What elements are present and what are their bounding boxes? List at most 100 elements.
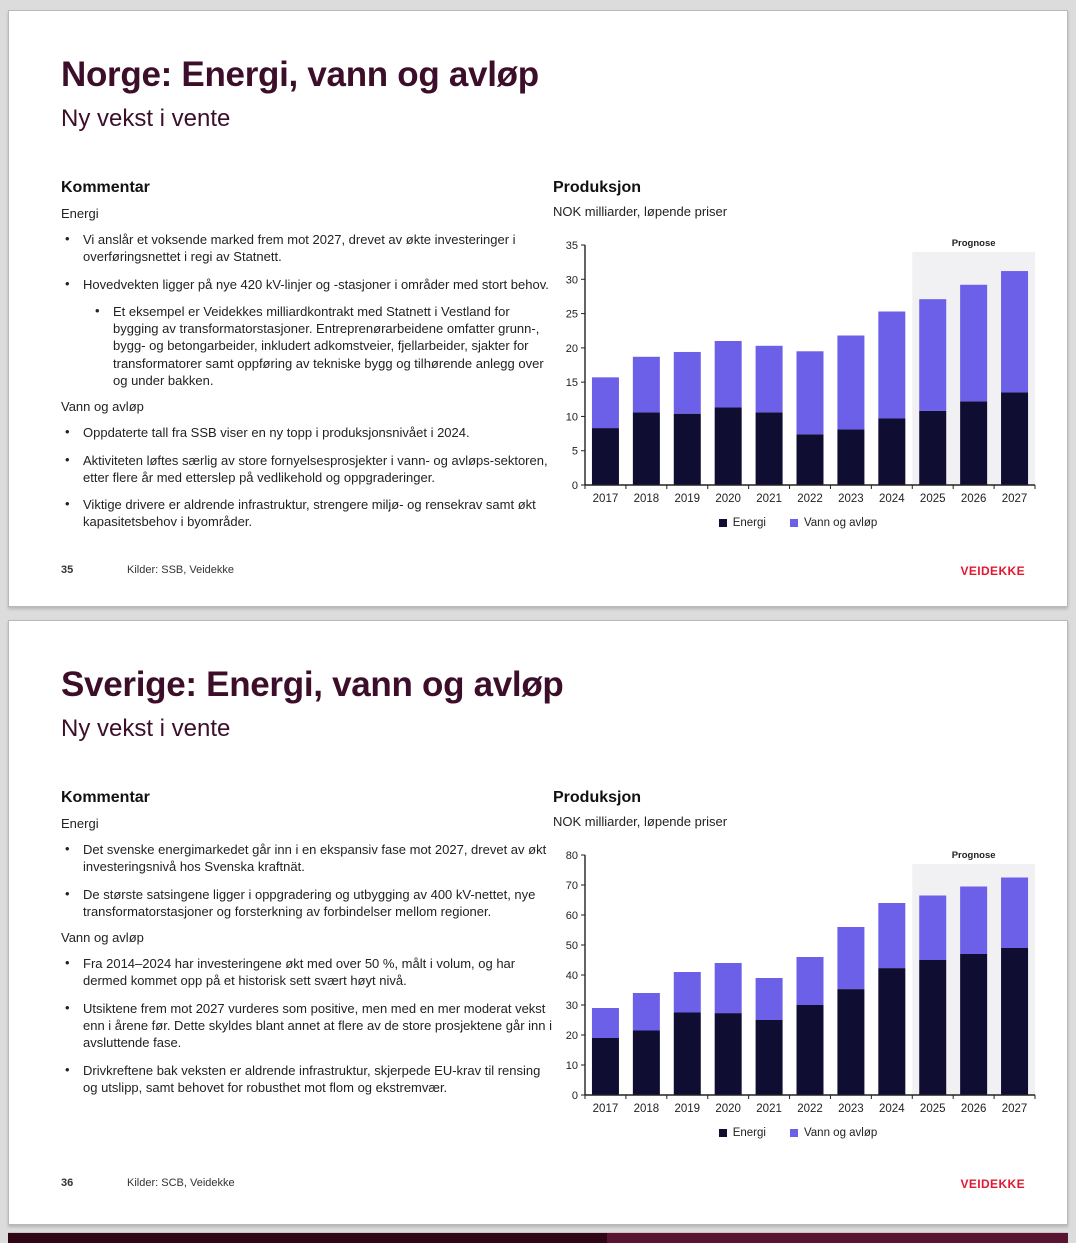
- legend-label: Energi: [732, 1127, 766, 1139]
- chart-subtitle: NOK milliarder, løpende priser: [553, 814, 728, 829]
- page-number: 35: [61, 564, 74, 576]
- bullet-icon: •: [65, 841, 70, 856]
- chart-subtitle: NOK milliarder, løpende priser: [553, 204, 728, 219]
- x-axis-label: 2024: [879, 1103, 905, 1115]
- bar-segment: [673, 1012, 701, 1095]
- slide-subtitle: Ny vekst i vente: [61, 715, 231, 742]
- bar-segment: [878, 418, 906, 485]
- y-axis-label: 10: [566, 411, 578, 423]
- bar-segment: [673, 972, 701, 1013]
- production-chart-norge: Prognose 2017 2018 2019 2020 2021 2022 2023 2024…: [566, 238, 1036, 505]
- bullet-icon: •: [65, 1061, 70, 1077]
- bar-segment: [632, 993, 660, 1031]
- bar-segment: [837, 429, 865, 485]
- bar-segment: [837, 335, 865, 430]
- legend-label: Energi: [732, 517, 766, 529]
- x-axis-label: 2025: [920, 493, 946, 505]
- chart-legend: Energi Vann og avløp: [553, 1127, 1043, 1139]
- veidekke-logo: VEIDEKKE: [960, 564, 1025, 578]
- comment-sections: Energi • Vi anslår et voksende marked frem…: [61, 206, 555, 531]
- legend-swatch-icon: [718, 519, 727, 527]
- bar-segment: [714, 1013, 742, 1095]
- bar-segment: [960, 886, 988, 954]
- bullet-text: Hovedvekten ligger på nye 420 kV-linjer …: [83, 276, 549, 292]
- x-axis-label: 2019: [674, 493, 700, 505]
- x-axis-label: 2018: [634, 1103, 660, 1115]
- slide-footer: 36 Kilder: SCB, Veidekke VEIDEKKE: [9, 1177, 1067, 1197]
- bullet-text: Aktiviteten løftes særlig av store forny…: [83, 452, 548, 485]
- x-axis-label: 2026: [961, 1103, 987, 1115]
- sources-text: Kilder: SCB, Veidekke: [127, 1177, 235, 1189]
- bar-segment: [878, 903, 906, 969]
- bar-segment: [755, 978, 783, 1020]
- x-axis-label: 2027: [1002, 1103, 1028, 1115]
- x-axis-label: 2025: [920, 1103, 946, 1115]
- slide-norge: Norge: Energi, vann og avløp Ny vekst i …: [8, 10, 1068, 607]
- legend-label: Vann og avløp: [803, 517, 878, 529]
- comment-heading: Kommentar: [61, 179, 150, 196]
- y-axis-label: 5: [572, 446, 578, 458]
- section-label: Vann og avløp: [61, 930, 144, 946]
- bullet-item: • Oppdaterte tall fra SSB viser en ny top…: [61, 424, 555, 441]
- bar-segment: [960, 954, 988, 1095]
- bullet-item: • Aktiviteten løftes særlig av store forn…: [61, 452, 555, 487]
- bar-segment: [714, 407, 742, 485]
- next-slide-top-edge: [8, 1232, 1068, 1243]
- bullet-text: Drivkreftene bak veksten er aldrende inf…: [83, 1062, 541, 1095]
- bullet-text: Et eksempel er Veidekkes milliardkontrak…: [113, 303, 544, 388]
- bar-segment: [796, 957, 824, 1005]
- bullet-icon: •: [95, 302, 100, 318]
- sources-text: Kilder: SSB, Veidekke: [127, 564, 235, 576]
- bullet-item: • Utsiktene frem mot 2027 vurderes som po…: [61, 1000, 555, 1052]
- y-axis-label: 50: [566, 940, 578, 952]
- section-label: Energi: [61, 816, 99, 831]
- x-axis-label: 2021: [756, 493, 782, 505]
- forecast-label: Prognose: [952, 238, 996, 249]
- x-axis-label: 2026: [961, 493, 987, 505]
- y-axis-label: 25: [566, 309, 578, 321]
- bar-segment: [591, 377, 619, 429]
- bullet-icon: •: [65, 451, 70, 467]
- bullet-icon: •: [65, 231, 70, 246]
- y-axis-label: 80: [566, 850, 578, 862]
- bar-segment: [960, 401, 988, 485]
- veidekke-logo: VEIDEKKE: [960, 1177, 1025, 1191]
- y-axis-label: 30: [566, 274, 578, 286]
- bar-segment: [632, 356, 660, 413]
- legend-item: Energi: [718, 517, 766, 529]
- x-axis-label: 2020: [715, 493, 741, 505]
- x-axis-label: 2018: [634, 493, 660, 505]
- bar-segment: [632, 412, 660, 485]
- y-axis-label: 60: [566, 910, 578, 922]
- legend-swatch-icon: [718, 1129, 727, 1137]
- y-axis-label: 10: [566, 1060, 578, 1072]
- bullet-text: Fra 2014–2024 har investeringene økt med…: [83, 956, 516, 989]
- x-axis-label: 2021: [756, 1103, 782, 1115]
- legend-item: Vann og avløp: [789, 517, 878, 529]
- x-axis-label: 2020: [715, 1103, 741, 1115]
- next-slide-band-light: [606, 1233, 1068, 1243]
- y-axis-label: 15: [566, 377, 578, 389]
- bullet-item: • Viktige drivere er aldrende infrastrukt…: [61, 496, 555, 531]
- y-axis-label: 30: [566, 1000, 578, 1012]
- chart-legend: Energi Vann og avløp: [553, 517, 1043, 529]
- page-number: 36: [61, 1177, 74, 1189]
- production-chart-sverige: Prognose 2017 2018 2019 2020 2021 2022 2023 2024…: [566, 850, 1036, 1115]
- bullet-item: • Drivkreftene bak veksten er aldrende in…: [61, 1062, 555, 1097]
- bar-segment: [919, 410, 947, 485]
- bar-segment: [837, 927, 865, 990]
- legend-label: Vann og avløp: [803, 1127, 878, 1139]
- bar-segment: [960, 284, 988, 402]
- bar-segment: [714, 963, 742, 1014]
- bar-segment: [878, 968, 906, 1095]
- slide-footer: 35 Kilder: SSB, Veidekke VEIDEKKE: [9, 564, 1067, 584]
- forecast-label: Prognose: [952, 850, 996, 861]
- x-axis-label: 2027: [1002, 493, 1028, 505]
- bar-segment: [591, 428, 619, 485]
- bullet-item: • Et eksempel er Veidekkes milliardkontra…: [91, 303, 555, 389]
- bar-segment: [591, 1038, 619, 1095]
- bar-segment: [837, 989, 865, 1095]
- bullet-text: Viktige drivere er aldrende infrastruktu…: [83, 497, 536, 530]
- bar-segment: [1001, 877, 1029, 948]
- chart-heading: Produksjon: [553, 179, 642, 196]
